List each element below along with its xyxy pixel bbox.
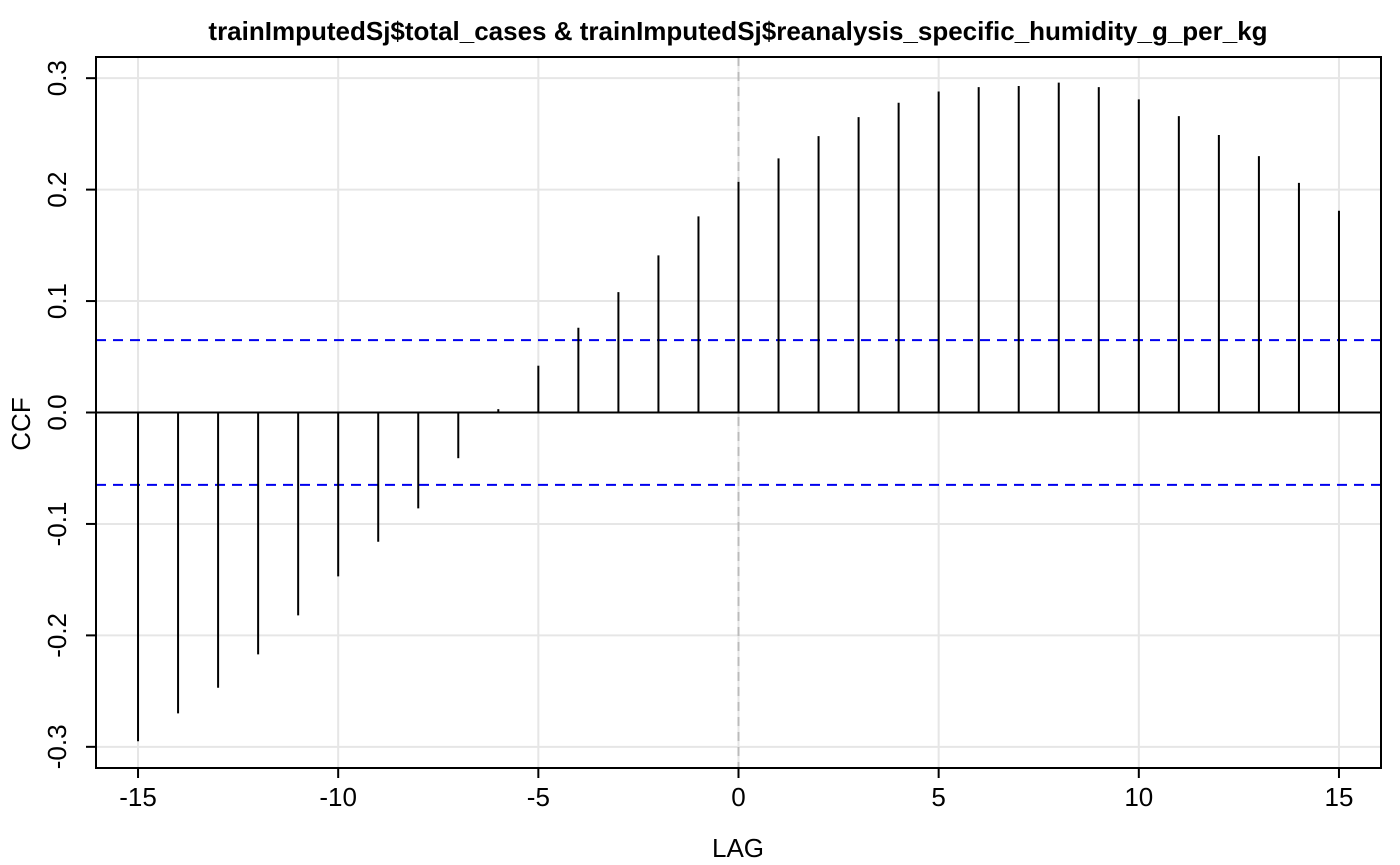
y-tick-label: -0.1 (42, 502, 72, 547)
bars-layer (137, 82, 1340, 742)
x-tick-label: 5 (931, 782, 945, 812)
x-axis-label: LAG (712, 833, 764, 863)
y-tick-label: -0.3 (42, 724, 72, 769)
x-tick-label: 10 (1124, 782, 1153, 812)
y-axis-label: CCF (6, 397, 36, 450)
x-tick-label: 15 (1325, 782, 1354, 812)
x-tick-label: -5 (527, 782, 550, 812)
y-tick-label: -0.2 (42, 613, 72, 658)
x-tick-label: 0 (731, 782, 745, 812)
ticks-layer: -15 -10 -5 0 5 10 15 -0.3 -0.2 -0.1 0.0 0.1 0.2 0.3 (42, 60, 1353, 812)
x-tick-label: -15 (119, 782, 157, 812)
y-tick-label: 0.3 (42, 60, 72, 96)
x-tick-label: -10 (319, 782, 357, 812)
y-tick-label: 0.0 (42, 394, 72, 430)
y-tick-label: 0.1 (42, 283, 72, 319)
y-tick-label: 0.2 (42, 172, 72, 208)
chart-title: trainImputedSj$total_cases & trainImpute… (208, 16, 1267, 46)
